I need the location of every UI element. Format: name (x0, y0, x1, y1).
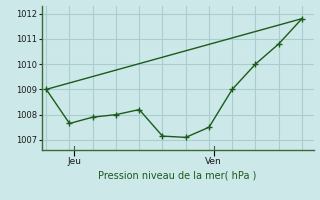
X-axis label: Pression niveau de la mer( hPa ): Pression niveau de la mer( hPa ) (99, 170, 257, 180)
